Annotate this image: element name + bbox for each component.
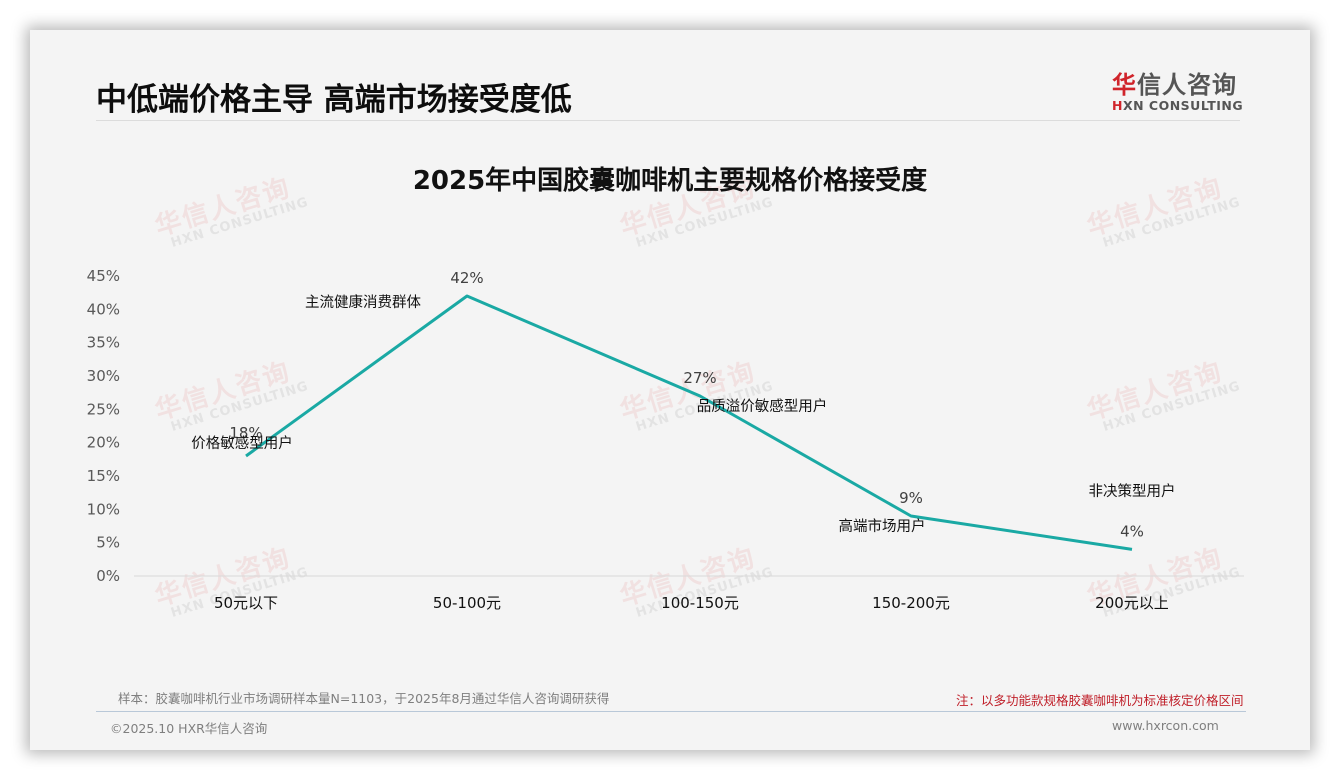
logo-cn-rest: 信人咨询 (1137, 71, 1237, 99)
y-tick-label: 25% (87, 400, 120, 418)
logo-cn-first: 华 (1112, 71, 1137, 99)
logo-en-rest: XN CONSULTING (1122, 98, 1244, 113)
brand-logo: 华信人咨询 HXN CONSULTING (1112, 65, 1244, 113)
data-label: 42% (450, 269, 483, 287)
logo-en: HXN CONSULTING (1112, 98, 1244, 113)
x-tick-label: 50元以下 (214, 594, 278, 612)
website-link[interactable]: www.hxrcon.com (1112, 718, 1219, 733)
annotation-label: 非决策型用户 (1089, 483, 1176, 500)
copyright: ©2025.10 HXR华信人咨询 (110, 721, 268, 736)
logo-cn: 华信人咨询 (1112, 65, 1242, 100)
footer-divider (96, 711, 1246, 712)
slide: 中低端价格主导 高端市场接受度低 华信人咨询 HXN CONSULTING 华信… (30, 30, 1310, 750)
annotation-label: 品质溢价敏感型用户 (697, 398, 828, 415)
y-tick-label: 35% (87, 334, 120, 352)
x-tick-label: 100-150元 (661, 594, 739, 612)
logo-en-first: H (1112, 98, 1123, 113)
data-label: 27% (683, 369, 716, 387)
page-title: 中低端价格主导 高端市场接受度低 (96, 82, 572, 118)
y-axis: 0% 5% 10% 15% 20% 25% 30% 35% 40% 45% (87, 267, 120, 585)
y-tick-label: 15% (87, 467, 120, 485)
annotation-label: 高端市场用户 (839, 518, 926, 535)
y-tick-label: 20% (87, 434, 120, 452)
annotation-label: 价格敏感型用户 (191, 435, 293, 452)
data-labels: 18% 42% 27% 9% 4% (229, 269, 1144, 540)
x-tick-label: 50-100元 (433, 594, 501, 612)
y-tick-label: 45% (87, 267, 120, 285)
y-tick-label: 10% (87, 500, 120, 518)
y-tick-label: 40% (87, 300, 120, 318)
y-tick-label: 30% (87, 367, 120, 385)
series-line (245, 294, 1133, 551)
x-tick-label: 150-200元 (872, 594, 950, 612)
sample-note: 样本：胶囊咖啡机行业市场调研样本量N=1103，于2025年8月通过华信人咨询调… (118, 691, 610, 706)
data-label: 9% (899, 489, 923, 507)
x-tick-label: 200元以上 (1095, 594, 1169, 612)
line-chart: 0% 5% 10% 15% 20% 25% 30% 35% 40% 45% 50元以下 50-100… (87, 267, 1244, 612)
title-divider (96, 120, 1240, 121)
x-axis: 50元以下 50-100元 100-150元 150-200元 200元以上 (214, 594, 1169, 612)
data-label: 4% (1120, 522, 1144, 540)
y-tick-label: 5% (96, 534, 120, 552)
chart-title: 2025年中国胶囊咖啡机主要规格价格接受度 (412, 166, 928, 196)
y-tick-label: 0% (96, 567, 120, 585)
data-label: 18% (229, 424, 262, 442)
annotation-label: 主流健康消费群体 (305, 294, 421, 311)
red-note: 注：以多功能款规格胶囊咖啡机为标准核定价格区间 (956, 693, 1244, 708)
